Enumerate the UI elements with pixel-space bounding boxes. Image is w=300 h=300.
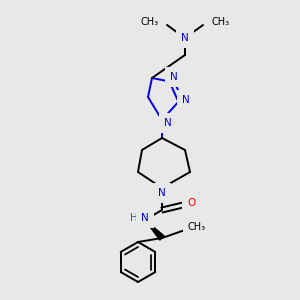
Text: N: N (164, 118, 172, 128)
Text: N: N (182, 95, 190, 105)
Polygon shape (145, 220, 164, 240)
Text: O: O (187, 198, 195, 208)
Text: CH₃: CH₃ (211, 17, 229, 27)
Text: CH₃: CH₃ (141, 17, 159, 27)
Text: N: N (158, 188, 166, 198)
Text: H: H (130, 213, 138, 223)
Text: N: N (181, 33, 189, 43)
Text: N: N (170, 72, 178, 82)
Text: CH₃: CH₃ (188, 222, 206, 232)
Text: N: N (141, 213, 149, 223)
